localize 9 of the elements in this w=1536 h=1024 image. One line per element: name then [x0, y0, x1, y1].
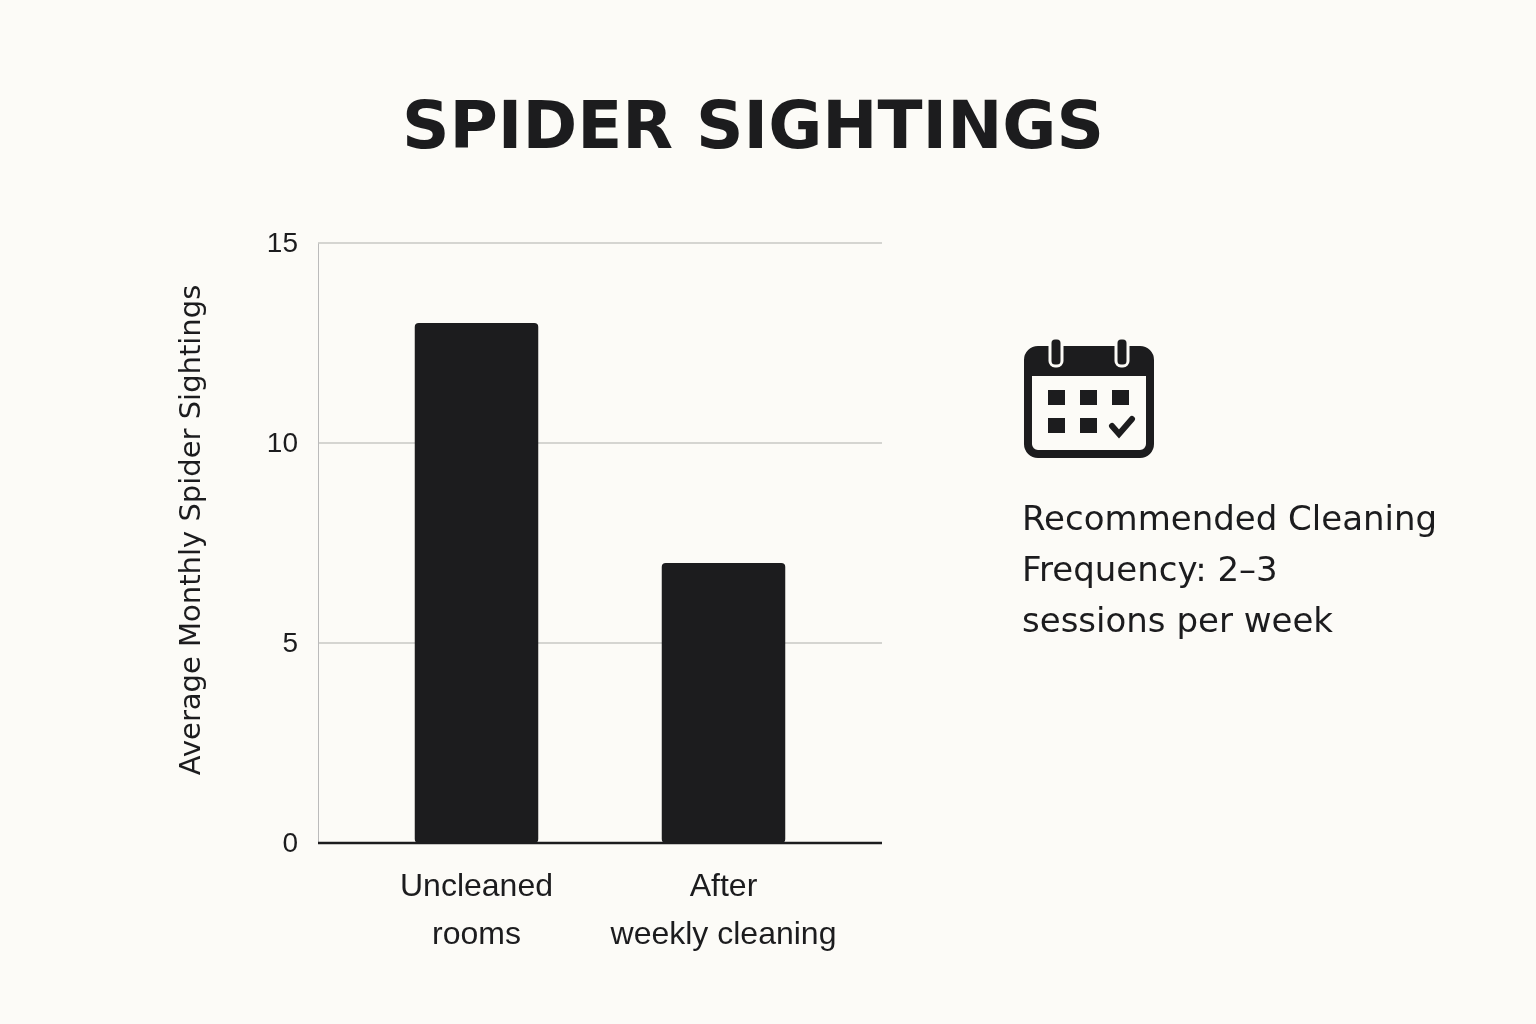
y-tick-label: 10 [266, 427, 298, 459]
x-tick-label: After weekly cleaning [609, 866, 837, 951]
x-tick-label: Uncleaned rooms [400, 866, 553, 951]
y-tick-label: 15 [266, 227, 298, 259]
y-tick-label: 5 [282, 627, 298, 659]
chart-title: SPIDER SIGHTINGS [401, 87, 1105, 164]
y-axis-title: Average Monthly Spider Sightings [173, 284, 207, 776]
text: Recommended Cleaning Frequency: 2–3 sessions per week [1022, 498, 1438, 640]
y-tick-label: 0 [282, 827, 298, 859]
